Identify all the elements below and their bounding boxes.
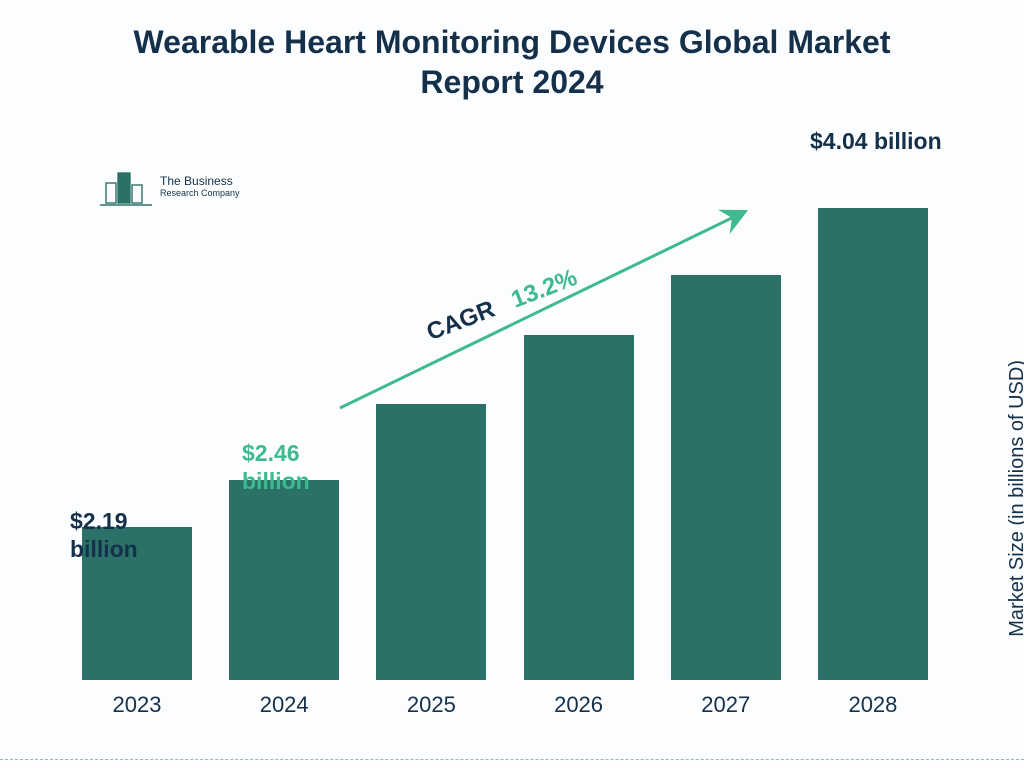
x-label: 2027 — [671, 692, 781, 718]
chart-area: 202320242025202620272028 — [70, 180, 940, 710]
value-label: $2.46billion — [242, 440, 310, 495]
chart-title: Wearable Heart Monitoring Devices Global… — [0, 22, 1024, 102]
bar-wrap — [524, 335, 634, 680]
y-axis-label: Market Size (in billions of USD) — [1006, 360, 1024, 637]
bars-container — [70, 180, 940, 680]
bar-wrap — [818, 208, 928, 680]
bar — [376, 404, 486, 680]
bar-wrap — [229, 480, 339, 680]
value-label: $4.04 billion — [810, 128, 942, 156]
bar-wrap — [376, 404, 486, 680]
x-label: 2024 — [229, 692, 339, 718]
bar-wrap — [671, 275, 781, 680]
bar — [671, 275, 781, 680]
bar — [524, 335, 634, 680]
x-axis-labels: 2023 2024 2025 2026 2027 2028 — [70, 692, 940, 718]
bar — [818, 208, 928, 680]
bar — [229, 480, 339, 680]
x-label: 2025 — [376, 692, 486, 718]
value-label: $2.19billion — [70, 508, 138, 563]
x-label: 2028 — [818, 692, 928, 718]
bottom-separator — [0, 759, 1024, 760]
x-label: 2026 — [524, 692, 634, 718]
x-label: 2023 — [82, 692, 192, 718]
